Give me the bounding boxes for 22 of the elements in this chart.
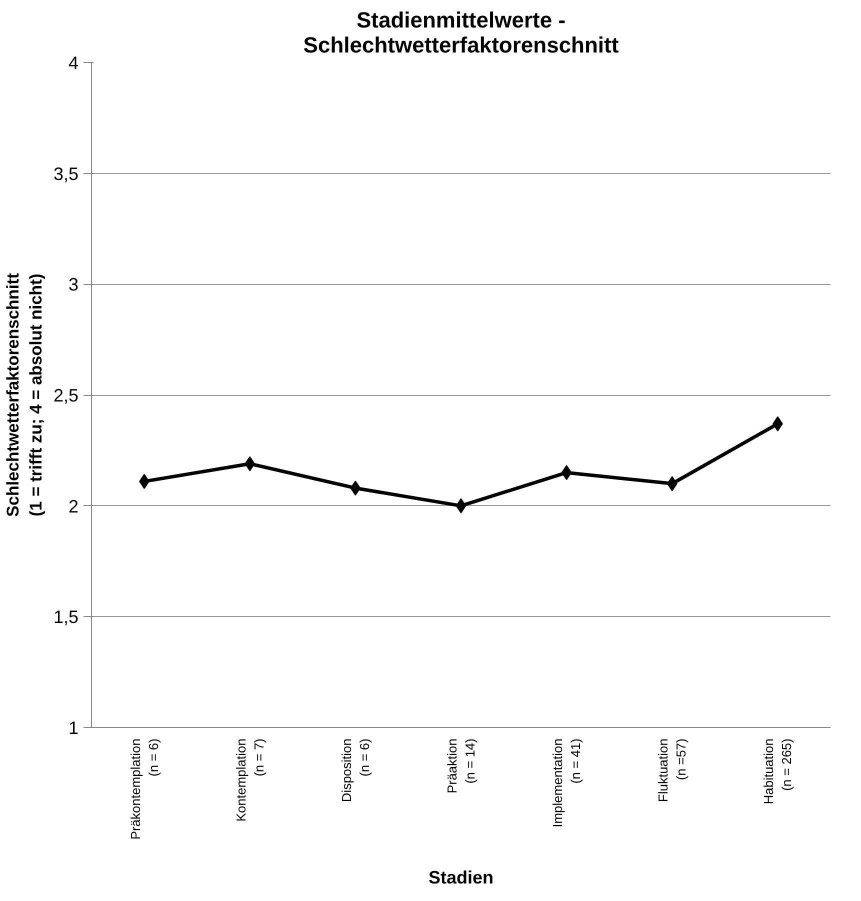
x-tick-label: Habituation (n = 265) xyxy=(761,738,794,804)
chart-title: Stadienmittelwerte - Schlechtwetterfaktorenschnitt xyxy=(303,8,620,58)
y-tick-label: 2,5 xyxy=(53,386,79,406)
point xyxy=(350,480,361,496)
point xyxy=(244,456,256,472)
y-tick-label: 3 xyxy=(68,274,79,295)
y-tick-label: 1,5 xyxy=(53,607,79,628)
y-tick-label: 2 xyxy=(68,496,79,516)
point xyxy=(666,476,678,492)
x-tick-label: Präkontemplation (n = 6) xyxy=(128,738,161,840)
point xyxy=(456,498,466,514)
y-axis-title: Schlechtwetterfaktorenschnitt (1 = trifft zu; 4 = absolut nicht) xyxy=(4,272,46,517)
x-tick-label: Disposition (n = 6) xyxy=(338,738,372,802)
y-tick-label: 3,5 xyxy=(53,164,79,184)
x-tick-label: Kontemplation (n = 7) xyxy=(233,738,266,822)
x-axis-title: Stadien xyxy=(428,868,494,888)
point xyxy=(561,465,572,480)
x-tick-label: Implementation (n = 41) xyxy=(550,738,584,828)
y-tick-label: 4 xyxy=(68,53,79,73)
y-tick-label: 1 xyxy=(68,718,79,738)
x-tick-label: Präaktion (n = 14) xyxy=(444,738,478,794)
x-tick-label: Fluktuation (n =57) xyxy=(656,738,689,802)
